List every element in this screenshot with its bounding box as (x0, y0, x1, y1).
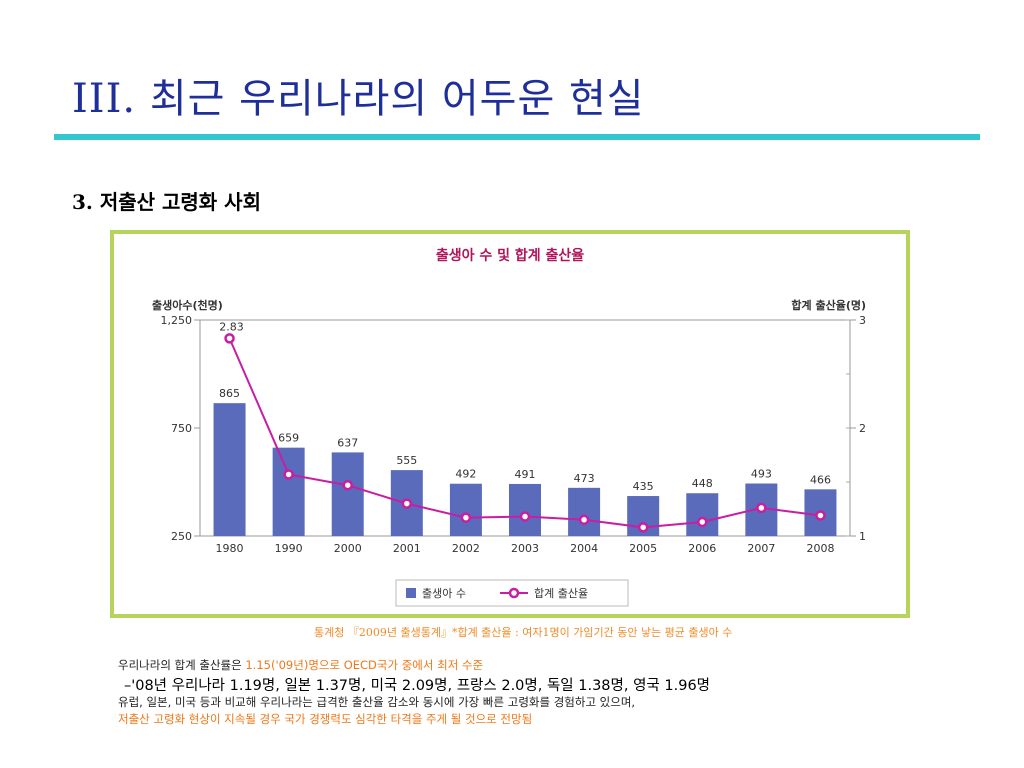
fertility-value-label: 2.83 (219, 320, 244, 333)
x-tick-label: 2000 (334, 542, 362, 555)
bar-2002 (449, 483, 482, 536)
fertility-point-2001 (401, 498, 413, 509)
left-tick-label: 250 (171, 530, 192, 543)
bar-value-label: 865 (219, 387, 240, 400)
bar-value-label: 473 (574, 472, 595, 485)
bar-value-label: 448 (692, 477, 713, 490)
legend-bar-label: 출생아 수 (422, 587, 466, 600)
source-note: 통계청 『2009년 출생통계』*합계 출산율 : 여자1명이 가임기간 동안 … (314, 626, 733, 639)
bar-2000 (331, 452, 364, 536)
x-tick-label: 2001 (393, 542, 421, 555)
note-line-4: 저출산 고령화 현상이 지속될 경우 국가 경쟁력도 심각한 타격을 주게 될 … (118, 712, 533, 726)
x-tick-label: 2005 (629, 542, 657, 555)
right-tick-label: 3 (859, 314, 866, 327)
bar-value-label: 637 (337, 436, 358, 449)
bar-value-label: 555 (396, 454, 417, 467)
note-line-1-prefix: 우리나라의 합계 출산률은 (118, 658, 246, 672)
note-line-1: 우리나라의 합계 출산률은 1.15('09년)명으로 OECD국가 중에서 최… (118, 657, 483, 673)
x-tick-label: 2008 (806, 542, 834, 555)
bar-2006 (686, 493, 719, 536)
legend-bar-swatch (406, 588, 416, 598)
bar-value-label: 466 (810, 473, 831, 486)
fertility-point-2002 (460, 512, 472, 523)
left-tick-label: 1,250 (161, 314, 193, 327)
x-tick-label: 1990 (275, 542, 303, 555)
fertility-point-2006 (697, 516, 708, 528)
fertility-point-2000 (342, 479, 353, 491)
fertility-point-2008 (815, 510, 826, 521)
bar-value-label: 659 (278, 432, 299, 445)
section-heading: 3. 저출산 고령화 사회 (72, 190, 261, 214)
note-line-2: –'08년 우리나라 1.19명, 일본 1.37명, 미국 2.09명, 프랑… (124, 678, 711, 694)
legend-line-marker (508, 587, 520, 599)
bar-1990 (272, 447, 305, 536)
right-axis-label: 합계 출산율(명) (791, 298, 866, 312)
note-line-1-highlight: 1.15('09년)명으로 OECD국가 중에서 최저 수준 (245, 658, 484, 672)
note-line-3: 유럽, 일본, 미국 등과 비교해 우리나라는 급격한 출산율 감소와 동시에 … (118, 695, 636, 709)
bar-value-label: 493 (751, 468, 772, 481)
fertility-point-2005 (637, 522, 649, 533)
x-tick-label: 2003 (511, 542, 539, 555)
right-tick-label: 1 (859, 530, 866, 543)
bar-2003 (509, 483, 541, 536)
left-axis-label: 출생아수(천명) (152, 298, 223, 312)
x-tick-label: 2006 (688, 542, 716, 555)
left-tick-label: 750 (171, 422, 192, 435)
fertility-point-2003 (519, 511, 531, 522)
fertility-point-1990 (283, 469, 294, 480)
fertility-point-2004 (578, 514, 590, 526)
bar-value-label: 492 (455, 468, 476, 481)
fertility-point-2007 (756, 502, 767, 514)
x-tick-label: 1980 (216, 542, 244, 555)
bar-1980 (213, 403, 246, 536)
right-tick-label: 2 (859, 422, 866, 435)
x-tick-label: 2007 (747, 542, 775, 555)
slide-title: III. 최근 우리나라의 어두운 현실 (72, 76, 645, 122)
bar-value-label: 491 (515, 468, 536, 481)
legend-line-label: 합계 출산율 (534, 587, 588, 600)
x-tick-label: 2004 (570, 542, 598, 555)
chart-title: 출생아 수 및 합계 출산율 (436, 247, 584, 264)
bar-value-label: 435 (633, 480, 654, 493)
fertility-point-1980 (224, 333, 235, 344)
x-tick-label: 2002 (452, 542, 480, 555)
bar-2004 (568, 487, 601, 536)
title-divider (54, 134, 980, 140)
